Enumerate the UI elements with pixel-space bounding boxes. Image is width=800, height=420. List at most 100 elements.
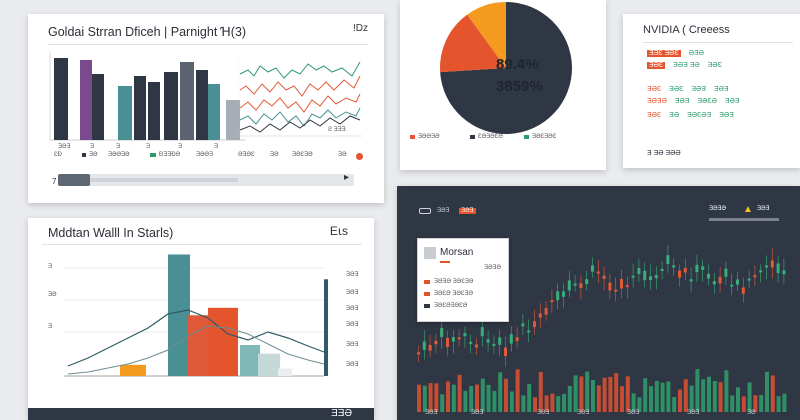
legend-item[interactable]: ƎƏƏƎ xyxy=(196,152,214,158)
candle[interactable] xyxy=(504,347,507,357)
candle[interactable] xyxy=(538,313,542,318)
candle[interactable] xyxy=(770,260,774,268)
candle[interactable] xyxy=(440,327,444,337)
candle[interactable] xyxy=(689,279,693,282)
bar[interactable] xyxy=(240,345,260,376)
candle[interactable] xyxy=(446,337,449,348)
warning-icon[interactable]: ▲ xyxy=(743,204,753,215)
table-row[interactable]: ƎƏƎƏ ƎƏƎ ƎƏƐƏ ƎƏƎ xyxy=(647,98,740,105)
bar[interactable] xyxy=(324,279,328,376)
record-icon[interactable] xyxy=(356,153,363,160)
table-row[interactable]: ƎƏƐ ƎƏƐ ƎƏƎ ƎƏƎ xyxy=(647,86,729,93)
candle[interactable] xyxy=(782,270,786,275)
legend-item[interactable]: ƐƉ xyxy=(54,152,62,158)
range-scrollbar-handle[interactable] xyxy=(58,174,90,186)
candle[interactable] xyxy=(567,280,571,291)
candle[interactable] xyxy=(492,343,496,346)
legend-item[interactable]: ƎƏ xyxy=(338,152,347,158)
candle[interactable] xyxy=(602,275,606,279)
candle[interactable] xyxy=(695,264,699,273)
header-toggle[interactable] xyxy=(419,208,431,214)
candle[interactable] xyxy=(724,268,728,277)
candle[interactable] xyxy=(643,270,647,281)
legend-item[interactable]: ƎƏƐƎƏƐ xyxy=(524,134,556,140)
legend-item[interactable]: ƎƏƏƎƏ xyxy=(108,152,130,158)
candle[interactable] xyxy=(556,291,560,301)
candle[interactable] xyxy=(776,263,780,274)
candle[interactable] xyxy=(625,285,629,288)
candle[interactable] xyxy=(463,333,467,337)
candle[interactable] xyxy=(591,265,594,272)
candle[interactable] xyxy=(486,339,490,343)
candle[interactable] xyxy=(457,337,461,340)
candle[interactable] xyxy=(730,284,734,287)
table-row[interactable]: ƎƎƐ ƎƏƐ ƏƎƏ xyxy=(647,50,704,57)
candle[interactable] xyxy=(480,327,484,337)
legend-item[interactable]: ƉƎƎƉƏ xyxy=(150,152,180,158)
candle[interactable] xyxy=(428,344,432,351)
legend-item[interactable]: ƎƏƐƎƏ xyxy=(292,152,313,158)
candle[interactable] xyxy=(759,270,763,273)
candle[interactable] xyxy=(683,267,687,273)
candle[interactable] xyxy=(562,291,565,297)
scroll-right-icon[interactable]: ▸ xyxy=(344,172,350,183)
candle[interactable] xyxy=(422,341,426,350)
candle[interactable] xyxy=(434,340,438,345)
candle[interactable] xyxy=(585,279,589,284)
candle[interactable] xyxy=(765,265,768,268)
candle[interactable] xyxy=(475,344,478,348)
candle[interactable] xyxy=(631,275,635,278)
pin-icon[interactable]: ǃǲ xyxy=(353,23,368,34)
bar[interactable] xyxy=(258,353,280,376)
pie-slice[interactable] xyxy=(440,2,572,134)
candle[interactable] xyxy=(509,334,513,344)
legend-item[interactable]: ƎƏ xyxy=(82,152,98,158)
candle[interactable] xyxy=(712,281,716,285)
candle[interactable] xyxy=(417,352,420,355)
legend-item[interactable]: ƏƎƏƐ xyxy=(238,152,255,158)
candle[interactable] xyxy=(498,337,502,345)
candle[interactable] xyxy=(736,279,739,285)
candle[interactable] xyxy=(620,279,623,289)
candle[interactable] xyxy=(701,266,705,270)
bar[interactable] xyxy=(188,315,208,376)
legend-item[interactable]: ƐƏƎƏƐƏ xyxy=(470,134,503,140)
candle[interactable] xyxy=(666,255,670,265)
pie-slice[interactable] xyxy=(467,1,506,68)
legend-item[interactable]: ƎƏƏƎƏ xyxy=(410,134,440,140)
candle[interactable] xyxy=(614,289,618,292)
table-row[interactable]: ƎƏƐ ƎƏƎ ƎƏ ƎƏƐ xyxy=(647,62,722,69)
candle[interactable] xyxy=(672,265,676,268)
candle[interactable] xyxy=(469,341,473,344)
candle[interactable] xyxy=(550,300,554,303)
candle[interactable] xyxy=(660,268,664,271)
bar[interactable] xyxy=(208,307,238,376)
candle[interactable] xyxy=(608,282,612,291)
bar[interactable] xyxy=(168,254,190,376)
volume-bar xyxy=(608,376,613,412)
pie-slice[interactable] xyxy=(440,14,506,73)
candle[interactable] xyxy=(527,330,531,333)
bar[interactable] xyxy=(120,364,146,376)
candle[interactable] xyxy=(678,270,681,278)
candle[interactable] xyxy=(707,274,710,279)
candle[interactable] xyxy=(747,278,751,281)
candle[interactable] xyxy=(637,268,641,275)
candle[interactable] xyxy=(718,276,722,284)
candle[interactable] xyxy=(544,308,548,315)
legend-item[interactable]: ƎƏ xyxy=(270,152,279,158)
candle[interactable] xyxy=(451,337,455,342)
candle[interactable] xyxy=(654,274,658,279)
candle[interactable] xyxy=(596,271,600,274)
bar[interactable] xyxy=(278,368,292,376)
candle[interactable] xyxy=(753,275,757,278)
candle[interactable] xyxy=(649,276,652,281)
candle[interactable] xyxy=(521,323,525,327)
candle[interactable] xyxy=(573,283,577,286)
candle[interactable] xyxy=(533,321,536,328)
pin-icon[interactable]: Eꙇs xyxy=(329,224,348,238)
candle[interactable] xyxy=(579,283,583,288)
table-row[interactable]: ƎƏƐ ƎƏ ƎƏƐƏƎ ƎƏƎ xyxy=(647,112,734,119)
candle[interactable] xyxy=(741,287,745,294)
candle[interactable] xyxy=(515,337,519,341)
